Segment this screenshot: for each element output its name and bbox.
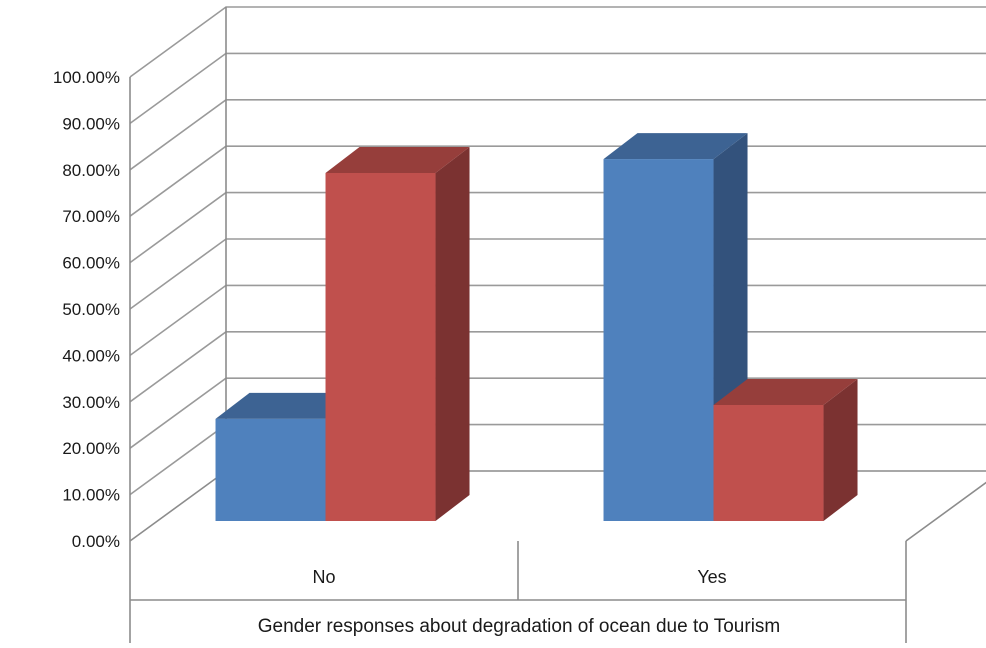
bar-front [215,418,326,521]
y-tick-label: 20.00% [62,439,120,458]
gridline [129,99,986,171]
x-tick-label: No [312,567,335,587]
y-tick-label: 70.00% [62,207,120,226]
x-tick-label: Yes [697,567,726,587]
gridline [129,330,986,403]
y-tick-label: 90.00% [62,114,120,133]
bar-top [325,147,470,173]
bar-side [823,379,858,521]
bar-top [713,379,858,405]
bar-front [325,173,436,521]
gridline [129,6,986,78]
labels: 0.00% 10.00% 20.00% 30.00% 40.00% 50.00% 60.00… [53,68,727,587]
gridline [129,191,986,264]
gridline [129,52,986,125]
y-tick-label: 50.00% [62,300,120,319]
axes [129,7,907,643]
bars [215,133,858,521]
gridline [129,284,986,357]
y-tick-label: 100.00% [53,68,120,87]
gridline [129,238,986,310]
y-tick-label: 60.00% [62,254,120,273]
bar-top [215,392,360,419]
y-tick-label: 30.00% [62,393,120,412]
y-tick-label: 80.00% [62,161,120,180]
y-tick-label: 10.00% [62,486,120,505]
y-tick-label: 0.00% [72,532,120,551]
y-tick-label: 40.00% [62,346,120,365]
bar-front [713,405,824,521]
bar [325,147,470,521]
x-axis-title: Gender responses about degradation of oc… [258,616,781,637]
gridline [129,145,986,217]
bar-front [603,159,714,521]
bar [713,379,858,521]
bar-side [435,147,470,521]
bar-top [603,133,748,160]
